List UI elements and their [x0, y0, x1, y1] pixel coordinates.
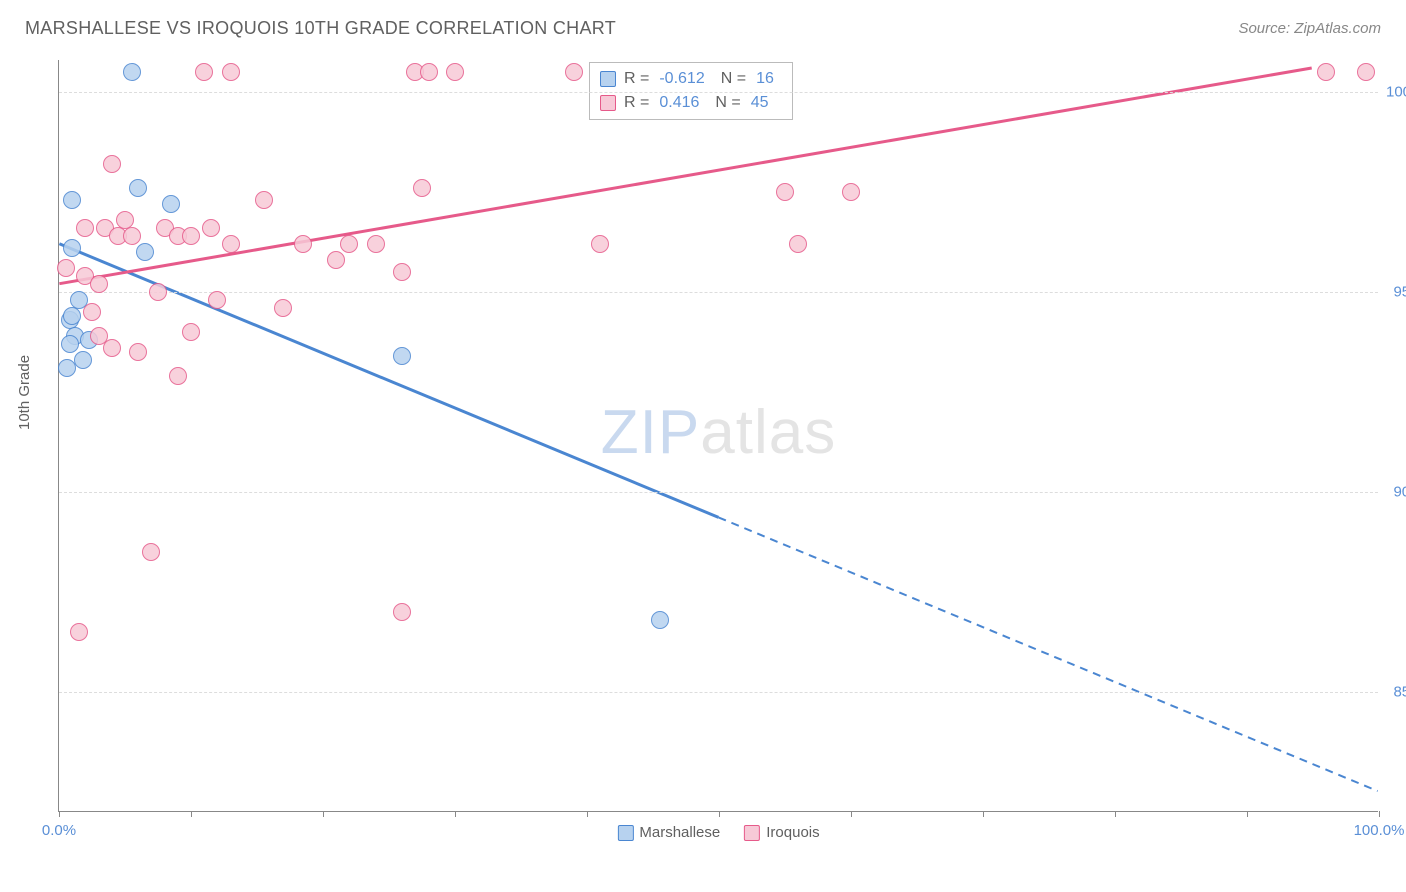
- legend-n-value-0: 16: [756, 70, 774, 88]
- data-point: [90, 275, 108, 293]
- data-point: [1357, 63, 1375, 81]
- grid-line: [59, 492, 1378, 493]
- legend-n-label: N =: [715, 94, 740, 112]
- y-axis-label: 10th Grade: [16, 355, 33, 430]
- x-tick: [587, 811, 588, 817]
- data-point: [103, 339, 121, 357]
- data-point: [367, 235, 385, 253]
- swatch-marshallese-icon: [617, 825, 633, 841]
- data-point: [413, 179, 431, 197]
- data-point: [208, 291, 226, 309]
- data-point: [57, 259, 75, 277]
- data-point: [136, 243, 154, 261]
- data-point: [182, 227, 200, 245]
- data-point: [393, 347, 411, 365]
- legend-r-value-0: -0.612: [659, 70, 704, 88]
- data-point: [393, 263, 411, 281]
- data-point: [565, 63, 583, 81]
- x-tick: [323, 811, 324, 817]
- legend-row-iroquois: R = 0.416 N = 45: [600, 91, 782, 115]
- x-tick: [59, 811, 60, 817]
- y-tick-label: 85.0%: [1386, 684, 1406, 701]
- data-point: [70, 623, 88, 641]
- x-tick: [719, 811, 720, 817]
- data-point: [327, 251, 345, 269]
- data-point: [1317, 63, 1335, 81]
- legend-r-value-1: 0.416: [659, 94, 699, 112]
- data-point: [393, 603, 411, 621]
- data-point: [274, 299, 292, 317]
- trend-line-dashed: [719, 517, 1378, 791]
- chart-title: MARSHALLESE VS IROQUOIS 10TH GRADE CORRE…: [25, 18, 616, 39]
- x-tick: [1115, 811, 1116, 817]
- data-point: [776, 183, 794, 201]
- data-point: [83, 303, 101, 321]
- y-tick-label: 90.0%: [1386, 484, 1406, 501]
- data-point: [74, 351, 92, 369]
- data-point: [116, 211, 134, 229]
- legend-row-marshallese: R = -0.612 N = 16: [600, 67, 782, 91]
- trend-lines: [59, 60, 1378, 811]
- data-point: [195, 63, 213, 81]
- x-tick: [851, 811, 852, 817]
- swatch-marshallese: [600, 71, 616, 87]
- data-point: [76, 219, 94, 237]
- data-point: [123, 63, 141, 81]
- data-point: [446, 63, 464, 81]
- data-point: [61, 335, 79, 353]
- grid-line: [59, 92, 1378, 93]
- data-point: [58, 359, 76, 377]
- data-point: [149, 283, 167, 301]
- data-point: [162, 195, 180, 213]
- swatch-iroquois-icon: [744, 825, 760, 841]
- data-point: [294, 235, 312, 253]
- x-tick: [191, 811, 192, 817]
- legend-n-label: N =: [721, 70, 746, 88]
- data-point: [842, 183, 860, 201]
- legend-n-value-1: 45: [751, 94, 769, 112]
- x-tick: [983, 811, 984, 817]
- y-tick-label: 100.0%: [1386, 84, 1406, 101]
- data-point: [651, 611, 669, 629]
- data-point: [129, 343, 147, 361]
- source-attribution: Source: ZipAtlas.com: [1238, 20, 1381, 37]
- data-point: [123, 227, 141, 245]
- legend-label-1: Iroquois: [766, 824, 819, 841]
- y-tick-label: 95.0%: [1386, 284, 1406, 301]
- grid-line: [59, 292, 1378, 293]
- data-point: [169, 367, 187, 385]
- x-tick-label: 100.0%: [1354, 822, 1405, 839]
- legend-item-iroquois: Iroquois: [744, 824, 819, 841]
- x-tick: [455, 811, 456, 817]
- plot-area: ZIPatlas R = -0.612 N = 16 R = 0.416 N =…: [58, 60, 1378, 812]
- x-tick: [1379, 811, 1380, 817]
- data-point: [255, 191, 273, 209]
- swatch-iroquois: [600, 95, 616, 111]
- data-point: [182, 323, 200, 341]
- x-tick: [1247, 811, 1248, 817]
- legend-r-label: R =: [624, 94, 649, 112]
- grid-line: [59, 692, 1378, 693]
- x-tick-label: 0.0%: [42, 822, 76, 839]
- series-legend: Marshallese Iroquois: [617, 824, 819, 841]
- legend-item-marshallese: Marshallese: [617, 824, 720, 841]
- data-point: [222, 63, 240, 81]
- data-point: [420, 63, 438, 81]
- data-point: [202, 219, 220, 237]
- legend-r-label: R =: [624, 70, 649, 88]
- data-point: [789, 235, 807, 253]
- data-point: [222, 235, 240, 253]
- data-point: [591, 235, 609, 253]
- data-point: [103, 155, 121, 173]
- data-point: [63, 191, 81, 209]
- data-point: [129, 179, 147, 197]
- data-point: [142, 543, 160, 561]
- data-point: [63, 239, 81, 257]
- legend-label-0: Marshallese: [639, 824, 720, 841]
- data-point: [340, 235, 358, 253]
- correlation-legend: R = -0.612 N = 16 R = 0.416 N = 45: [589, 62, 793, 120]
- data-point: [63, 307, 81, 325]
